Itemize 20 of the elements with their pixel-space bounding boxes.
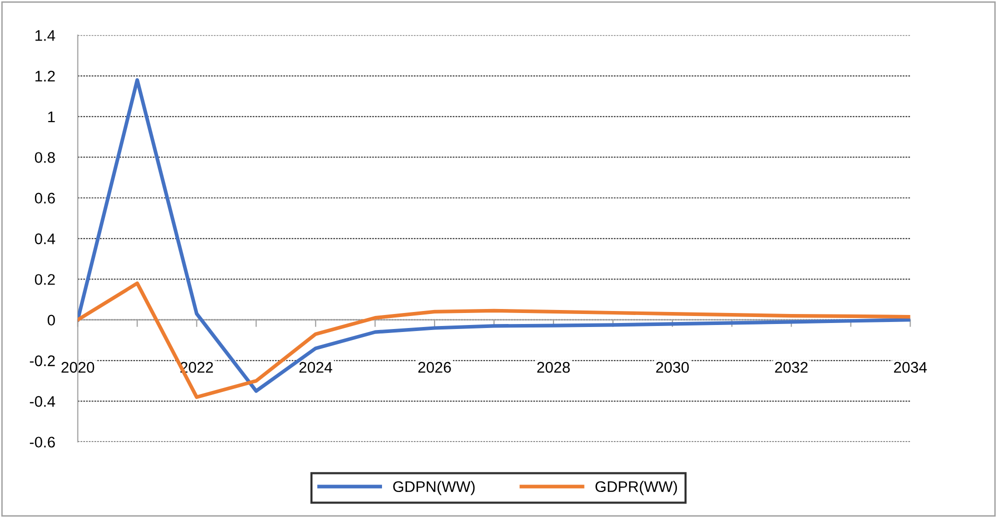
x-tick-label: 2028 xyxy=(537,362,570,373)
x-tick-label: 2032 xyxy=(775,362,808,373)
x-tick-label: 2030 xyxy=(656,362,689,373)
y-tick-label: 0.8 xyxy=(34,152,55,163)
legend-label: GDPN(WW) xyxy=(393,480,475,496)
y-tick-label: 0 xyxy=(48,314,55,326)
y-tick-label: 0.6 xyxy=(34,192,55,204)
x-tick-label: 2024 xyxy=(299,362,332,373)
y-tick-label: -0.6 xyxy=(30,436,55,448)
y-tick-label: 0.4 xyxy=(34,233,56,244)
y-tick-label: -0.2 xyxy=(30,355,55,366)
x-tick-label: 2034 xyxy=(894,362,927,373)
y-tick-label: -0.4 xyxy=(30,396,56,407)
y-tick-label: 1.4 xyxy=(35,30,56,41)
y-tick-label: 1.2 xyxy=(35,70,55,82)
y-tick-label: 1 xyxy=(48,112,55,122)
legend-label: GDPR(WW) xyxy=(596,480,677,496)
y-tick-label: 0.2 xyxy=(34,274,55,285)
x-tick-label: 2026 xyxy=(418,362,451,373)
x-tick-label: 2020 xyxy=(62,362,94,373)
